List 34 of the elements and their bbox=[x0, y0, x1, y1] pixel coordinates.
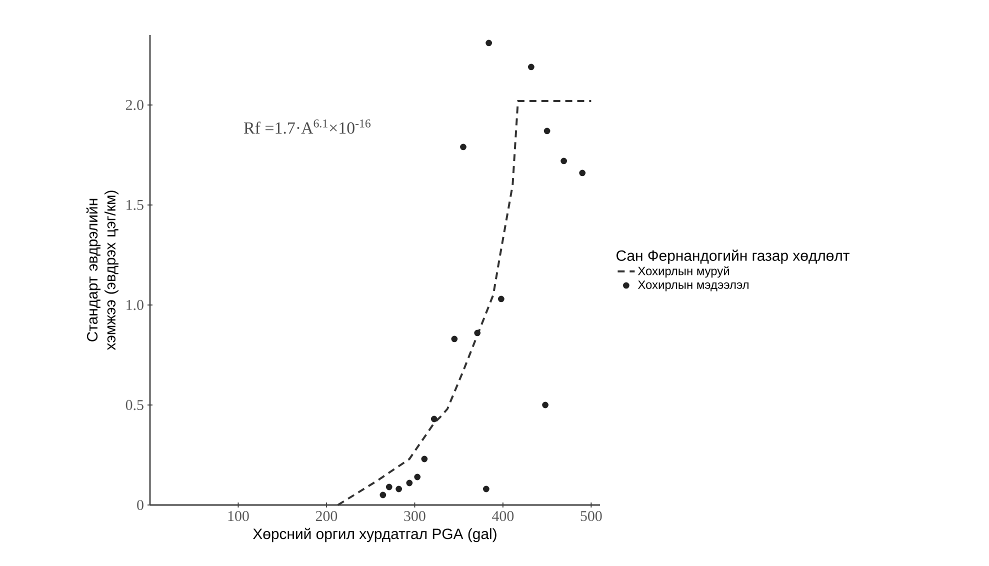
point bbox=[414, 474, 421, 480]
point bbox=[460, 144, 466, 150]
x-tick-label: 400 bbox=[492, 511, 514, 522]
y-tick-label: 2.0 bbox=[126, 100, 144, 110]
point bbox=[560, 158, 568, 164]
point bbox=[528, 64, 534, 70]
point bbox=[430, 416, 438, 422]
point bbox=[486, 40, 492, 46]
point bbox=[421, 456, 428, 462]
y-tick-label: 0 bbox=[137, 500, 144, 510]
point bbox=[474, 330, 481, 336]
point bbox=[498, 296, 504, 302]
y-tick-label: 1.0 bbox=[126, 300, 144, 310]
x-tick-label: 300 bbox=[404, 511, 426, 522]
y-tick-label: 1.5 bbox=[126, 200, 144, 210]
point bbox=[396, 486, 402, 492]
y-tick-label: 0.5 bbox=[126, 400, 144, 410]
point bbox=[406, 480, 413, 486]
legend-label: Хохирлын мэдээлэл bbox=[638, 280, 748, 292]
annotation: Rf =1.7·A$^{6.1}$×10$^{-16}$ bbox=[244, 119, 371, 134]
legend-title: Сан Фернандогийн газар хөдлөлт bbox=[616, 250, 850, 264]
x-tick-label: 500 bbox=[580, 511, 602, 522]
x-tick-label: 100 bbox=[228, 511, 249, 522]
point bbox=[482, 486, 490, 492]
point bbox=[579, 170, 586, 176]
x-axis-title: Хөрсний оргил хурдатгал PGA (gal) bbox=[253, 528, 496, 542]
legend-label: Хохирлын муруй bbox=[638, 266, 729, 278]
point bbox=[451, 336, 458, 342]
point bbox=[542, 402, 548, 408]
point bbox=[386, 484, 392, 490]
x-tick-label: 200 bbox=[316, 511, 338, 522]
y-axis-title: Стандарт эвдрэлийн хэмжээ (эвдрэх цэг/км) bbox=[86, 190, 118, 350]
point bbox=[380, 492, 386, 498]
point bbox=[544, 128, 550, 134]
